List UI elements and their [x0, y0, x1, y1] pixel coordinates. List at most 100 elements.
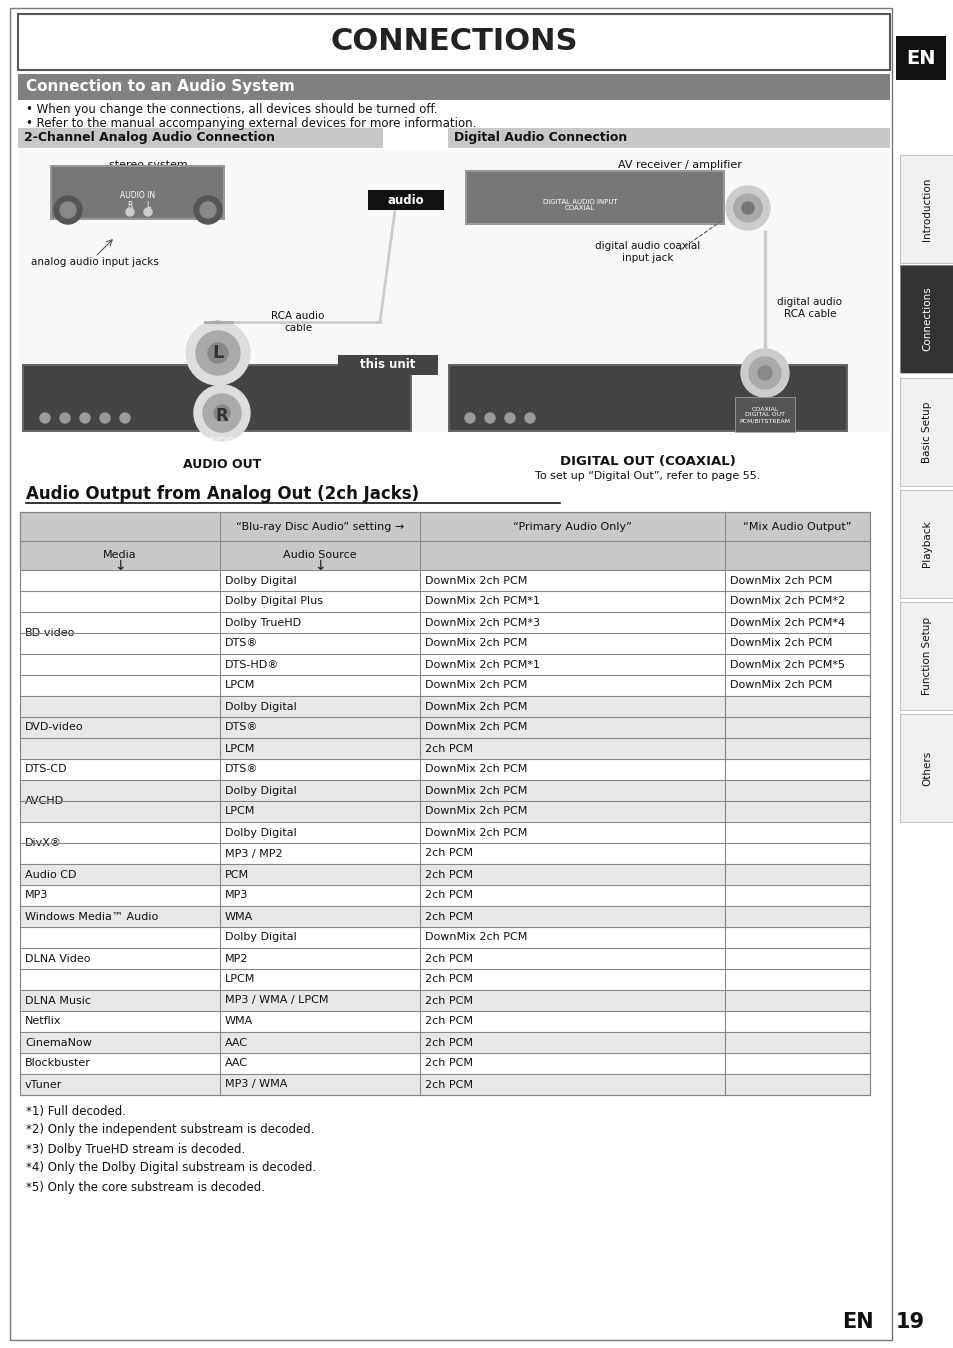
Circle shape	[193, 386, 250, 441]
Bar	[20, 634, 869, 654]
Bar	[220, 512, 869, 541]
Circle shape	[741, 202, 753, 214]
Text: DownMix 2ch PCM*5: DownMix 2ch PCM*5	[729, 659, 844, 670]
Bar	[724, 541, 869, 570]
Text: DownMix 2ch PCM: DownMix 2ch PCM	[424, 933, 527, 942]
Bar	[20, 1033, 869, 1053]
Bar	[20, 822, 220, 864]
Bar	[20, 1053, 220, 1074]
Text: R: R	[127, 201, 132, 209]
Bar	[899, 155, 953, 263]
Bar	[20, 590, 869, 612]
Bar	[20, 969, 869, 989]
Text: 2ch PCM: 2ch PCM	[424, 1016, 473, 1026]
Text: 2-Channel Analog Audio Connection: 2-Channel Analog Audio Connection	[24, 132, 274, 144]
Circle shape	[725, 186, 769, 231]
Circle shape	[100, 412, 110, 423]
Text: stereo system: stereo system	[109, 160, 187, 170]
Text: DTS-CD: DTS-CD	[25, 764, 68, 775]
Text: 2ch PCM: 2ch PCM	[424, 1058, 473, 1069]
Bar	[20, 1011, 220, 1033]
Bar	[20, 654, 869, 675]
Text: DTS®: DTS®	[225, 764, 258, 775]
Bar	[20, 512, 869, 1095]
Text: “Blu-ray Disc Audio” setting →: “Blu-ray Disc Audio” setting →	[235, 522, 404, 531]
Text: EN: EN	[905, 49, 935, 67]
Bar	[899, 377, 953, 487]
Text: LPCM: LPCM	[225, 681, 255, 690]
Text: Dolby Digital: Dolby Digital	[225, 828, 296, 837]
Text: DLNA Video: DLNA Video	[25, 953, 91, 964]
Text: Others: Others	[921, 751, 931, 786]
Text: MP3: MP3	[225, 891, 248, 900]
Bar	[20, 512, 220, 541]
Text: • When you change the connections, all devices should be turned off.: • When you change the connections, all d…	[26, 104, 437, 116]
Bar	[20, 675, 869, 696]
Bar	[20, 1033, 220, 1053]
Text: DownMix 2ch PCM: DownMix 2ch PCM	[729, 681, 832, 690]
Bar	[18, 150, 889, 431]
Text: DivX®: DivX®	[25, 838, 62, 848]
Circle shape	[193, 195, 222, 224]
Text: Basic Setup: Basic Setup	[921, 402, 931, 462]
Circle shape	[186, 321, 250, 386]
Text: 2ch PCM: 2ch PCM	[424, 911, 473, 922]
Bar	[20, 886, 869, 906]
Text: Dolby Digital Plus: Dolby Digital Plus	[225, 597, 323, 607]
Bar	[20, 989, 220, 1011]
Text: 2ch PCM: 2ch PCM	[424, 1080, 473, 1089]
Text: digital audio coaxial
input jack: digital audio coaxial input jack	[595, 241, 700, 263]
Text: “Primary Audio Only”: “Primary Audio Only”	[513, 522, 631, 531]
Text: L: L	[213, 344, 223, 363]
Text: DownMix 2ch PCM: DownMix 2ch PCM	[729, 576, 832, 585]
Bar	[448, 128, 889, 148]
Circle shape	[60, 202, 76, 218]
Text: ↓: ↓	[314, 558, 326, 573]
Text: 2ch PCM: 2ch PCM	[424, 975, 473, 984]
Text: MP3 / MP2: MP3 / MP2	[225, 848, 282, 859]
Bar	[20, 541, 220, 570]
Text: DTS®: DTS®	[225, 639, 258, 648]
Text: 2ch PCM: 2ch PCM	[424, 1038, 473, 1047]
Text: Dolby TrueHD: Dolby TrueHD	[225, 617, 301, 628]
Text: PCM: PCM	[225, 869, 249, 879]
Circle shape	[464, 412, 475, 423]
Text: Dolby Digital: Dolby Digital	[225, 701, 296, 712]
Text: DIGITAL AUDIO INPUT
COAXIAL: DIGITAL AUDIO INPUT COAXIAL	[542, 198, 617, 212]
Text: LPCM: LPCM	[225, 975, 255, 984]
Bar	[20, 737, 869, 759]
Text: AAC: AAC	[225, 1038, 248, 1047]
Text: DownMix 2ch PCM: DownMix 2ch PCM	[424, 639, 527, 648]
Circle shape	[733, 194, 761, 222]
Text: Digital Audio Connection: Digital Audio Connection	[454, 132, 626, 144]
Text: L: L	[146, 201, 150, 209]
Text: 2ch PCM: 2ch PCM	[424, 848, 473, 859]
Bar	[20, 570, 220, 696]
Circle shape	[54, 195, 82, 224]
Bar	[895, 36, 945, 80]
Bar	[419, 541, 724, 570]
Text: EN: EN	[841, 1312, 873, 1332]
Bar	[20, 780, 869, 801]
Bar	[899, 266, 953, 373]
Bar	[899, 491, 953, 599]
Text: Dolby Digital: Dolby Digital	[225, 933, 296, 942]
Circle shape	[758, 367, 771, 380]
Text: LPCM: LPCM	[225, 744, 255, 754]
Text: Function Setup: Function Setup	[921, 617, 931, 696]
Text: DTS®: DTS®	[225, 723, 258, 732]
Text: analog audio input jacks: analog audio input jacks	[31, 257, 159, 267]
Text: WMA: WMA	[225, 911, 253, 922]
Text: vTuner: vTuner	[25, 1080, 62, 1089]
Text: Dolby Digital: Dolby Digital	[225, 576, 296, 585]
Text: AVCHD: AVCHD	[25, 797, 64, 806]
Text: DownMix 2ch PCM*4: DownMix 2ch PCM*4	[729, 617, 844, 628]
Text: Media: Media	[103, 550, 136, 561]
Bar	[899, 377, 953, 487]
Text: BD-video: BD-video	[25, 628, 75, 638]
Bar	[450, 367, 845, 430]
Bar	[20, 842, 869, 864]
Bar	[20, 822, 869, 842]
Bar	[20, 886, 220, 906]
Bar	[20, 906, 220, 927]
